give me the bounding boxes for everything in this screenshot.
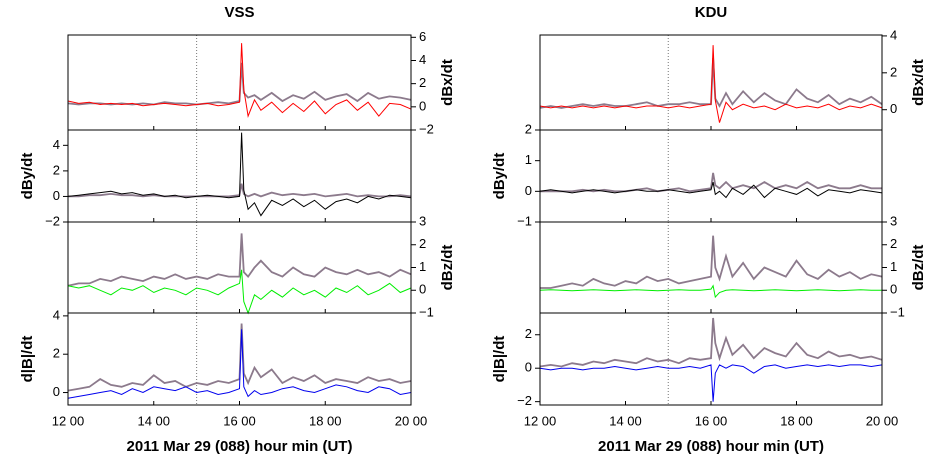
y-axis-label: d|B|/dt bbox=[19, 336, 36, 383]
y-tick-label: 0 bbox=[525, 360, 532, 375]
y-tick-label: −2 bbox=[45, 213, 60, 228]
data-line bbox=[540, 172, 882, 193]
y-tick-label: 6 bbox=[419, 29, 426, 44]
y-tick-label: 1 bbox=[419, 259, 426, 274]
x-tick-label: 14 00 bbox=[609, 413, 642, 428]
panel: 0 2 4 d|B|/dt 12 00 14 00 16 00 18 00 20 00 bbox=[19, 307, 427, 428]
data-line bbox=[539, 45, 883, 123]
panel-frame bbox=[539, 129, 883, 223]
x-tick-label: 14 00 bbox=[137, 413, 170, 428]
x-tick-label: 18 00 bbox=[309, 413, 342, 428]
panel-frame bbox=[539, 34, 883, 131]
x-tick-label: 12 00 bbox=[524, 413, 557, 428]
y-tick-label: −1 bbox=[890, 304, 905, 319]
y-axis-label: dBx/dt bbox=[910, 59, 927, 106]
y-tick-label: 3 bbox=[890, 213, 897, 228]
y-axis-label: dBz/dt bbox=[910, 245, 927, 291]
y-tick-label: 0 bbox=[890, 101, 897, 116]
y-axis-label: dBy/dt bbox=[19, 153, 36, 200]
panel-frame bbox=[67, 34, 412, 131]
x-tick-label: 12 00 bbox=[52, 413, 85, 428]
panel: 0 2 4 dBx/dt bbox=[539, 27, 927, 131]
y-tick-label: 0 bbox=[419, 282, 426, 297]
y-tick-label: −2 bbox=[517, 393, 532, 408]
x-tick-label: 18 00 bbox=[780, 413, 813, 428]
panel: −1 0 1 2 3 dBz/dt bbox=[539, 213, 927, 319]
data-line bbox=[67, 132, 412, 217]
y-tick-label: 1 bbox=[890, 259, 897, 274]
chart-title: VSS bbox=[224, 4, 254, 21]
panel-frame bbox=[67, 129, 412, 223]
y-tick-label: 2 bbox=[53, 346, 60, 361]
y-axis-label: dBy/dt bbox=[491, 153, 508, 200]
y-tick-label: 4 bbox=[53, 137, 60, 152]
y-tick-label: −2 bbox=[419, 121, 434, 136]
panel: −1 0 1 2 dBy/dt bbox=[491, 121, 883, 228]
y-tick-label: 2 bbox=[419, 236, 426, 251]
data-line bbox=[67, 62, 412, 106]
data-line bbox=[540, 235, 883, 289]
y-tick-label: 0 bbox=[419, 98, 426, 113]
data-line bbox=[539, 317, 883, 368]
x-tick-label: 20 00 bbox=[395, 413, 428, 428]
y-tick-label: 1 bbox=[525, 152, 532, 167]
y-tick-label: −1 bbox=[517, 213, 532, 228]
x-tick-label: 16 00 bbox=[695, 413, 728, 428]
y-tick-label: 2 bbox=[525, 326, 532, 341]
x-tick-label: 20 00 bbox=[866, 413, 899, 428]
y-tick-label: 2 bbox=[53, 162, 60, 177]
y-tick-label: 0 bbox=[53, 384, 60, 399]
data-line bbox=[68, 183, 412, 198]
panel: −2 0 2 d|B|/dt 12 00 14 00 16 00 18 00 20 00 bbox=[491, 312, 899, 428]
y-tick-label: 2 bbox=[525, 121, 532, 136]
y-axis-label: dBz/dt bbox=[439, 245, 456, 291]
y-tick-label: 2 bbox=[419, 75, 426, 90]
data-line bbox=[67, 233, 412, 287]
x-axis-label: 2011 Mar 29 (088) hour min (UT) bbox=[598, 438, 824, 455]
y-tick-label: 2 bbox=[890, 236, 897, 251]
panel: −1 0 1 2 3 dBz/dt bbox=[67, 213, 456, 319]
data-line bbox=[539, 284, 882, 299]
data-line bbox=[67, 43, 412, 118]
chart-title: KDU bbox=[695, 4, 728, 21]
y-tick-label: 0 bbox=[525, 183, 532, 198]
y-tick-label: −1 bbox=[419, 304, 434, 319]
y-axis-label: dBx/dt bbox=[439, 59, 456, 106]
y-tick-label: 4 bbox=[419, 52, 426, 67]
panel: −2 0 2 4 dBy/dt bbox=[19, 129, 412, 228]
y-tick-label: 2 bbox=[890, 64, 897, 79]
y-tick-label: 0 bbox=[890, 282, 897, 297]
x-axis-label: 2011 Mar 29 (088) hour min (UT) bbox=[127, 438, 353, 455]
y-tick-label: 0 bbox=[53, 188, 60, 203]
data-line bbox=[539, 364, 883, 402]
y-tick-label: 4 bbox=[53, 307, 60, 322]
x-tick-label: 16 00 bbox=[223, 413, 256, 428]
data-line bbox=[67, 269, 412, 315]
y-tick-label: 4 bbox=[890, 27, 897, 42]
data-line bbox=[539, 181, 883, 199]
y-tick-label: 3 bbox=[419, 213, 426, 228]
panel: −2 0 2 4 6 dBx/dt bbox=[67, 29, 456, 136]
y-axis-label: d|B|/dt bbox=[491, 336, 508, 383]
data-line bbox=[67, 329, 412, 399]
